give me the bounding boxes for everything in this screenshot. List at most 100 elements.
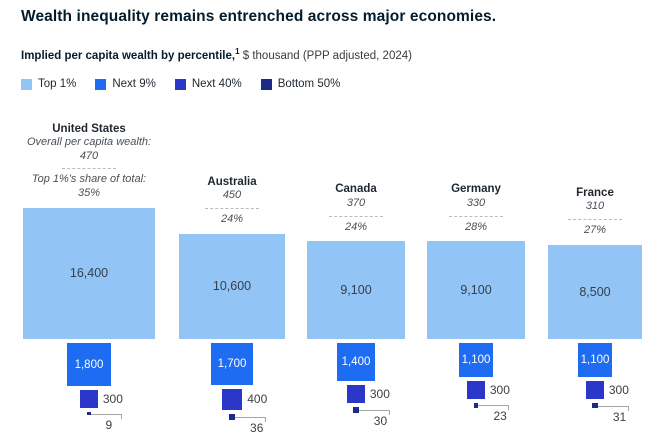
next40-row: 300 [411, 381, 541, 399]
square-next9-value: 1,400 [341, 356, 371, 369]
country-name: Germany [451, 183, 501, 196]
square-bottom50 [87, 412, 91, 416]
dashed-divider [449, 215, 503, 217]
country-name: United States [52, 122, 126, 135]
dashed-divider [329, 215, 383, 217]
connector-line [235, 416, 267, 422]
square-bottom50 [353, 406, 359, 413]
square-top1-value: 9,100 [340, 283, 372, 298]
square-next40-value: 400 [247, 392, 268, 407]
square-next40 [586, 381, 604, 399]
country-name: Canada [335, 183, 377, 196]
top1-share-label: Top 1%'s share of total: [31, 173, 147, 186]
square-top1: 9,100 [427, 241, 525, 339]
column-lower-united-states: 1,800 300 9 [14, 343, 164, 433]
column-header-france: France 310 27% 8,500 [530, 186, 660, 339]
column-france: France 310 27% 8,500 1,100 300 31 [530, 100, 660, 438]
square-next40-value: 300 [102, 392, 123, 407]
square-top1-value: 16,400 [69, 266, 109, 281]
legend-item-next40: Next 40% [174, 78, 242, 90]
bottom50-row: 30 [291, 406, 421, 431]
square-top1-value: 9,100 [460, 283, 492, 298]
square-top1: 9,100 [307, 241, 405, 339]
square-next9: 1,700 [210, 343, 254, 386]
square-next9-value: 1,800 [74, 358, 104, 371]
legend-swatch-bottom50-icon [260, 78, 272, 90]
dashed-divider [62, 168, 116, 170]
column-lower-canada: 1,400 300 30 [291, 343, 421, 431]
next40-row: 300 [530, 381, 660, 399]
top1-share-value: 27% [583, 223, 607, 236]
legend-item-next9: Next 9% [95, 78, 156, 90]
square-top1: 16,400 [23, 207, 155, 339]
country-name: France [576, 186, 614, 199]
dashed-divider [205, 207, 259, 209]
legend-swatch-next9-icon [95, 78, 107, 90]
column-germany: Germany 330 28% 9,100 1,100 300 23 [411, 100, 541, 438]
connector-line [90, 413, 122, 419]
square-next9: 1,800 [67, 343, 111, 387]
subtitle-bold: Implied per capita wealth by percentile, [21, 49, 236, 62]
square-bottom50-value: 23 [493, 409, 507, 424]
square-next9: 1,100 [459, 343, 493, 377]
square-bottom50 [473, 402, 479, 408]
overall-wealth-value: 310 [585, 200, 605, 213]
square-next40 [347, 385, 365, 403]
legend-label-bottom50: Bottom 50% [277, 78, 341, 90]
bottom50-row: 31 [530, 402, 660, 427]
square-top1: 10,600 [179, 233, 285, 339]
next40-row: 300 [14, 390, 164, 409]
next40-row: 300 [291, 385, 421, 403]
column-united-states: United States Overall per capita wealth:… [14, 100, 164, 438]
square-next40 [221, 389, 243, 410]
country-name: Australia [207, 175, 257, 188]
square-next40-value: 300 [489, 382, 510, 397]
connector-line [358, 409, 390, 415]
column-header-united-states: United States Overall per capita wealth:… [14, 122, 164, 339]
connector-line [597, 405, 629, 411]
top1-share-value: 28% [464, 220, 488, 233]
legend-swatch-top1-icon [21, 78, 32, 90]
square-top1-value: 8,500 [579, 284, 611, 299]
overall-wealth-value: 370 [346, 196, 366, 209]
square-next40 [467, 381, 485, 399]
legend: Top 1% Next 9% Next 40% Bottom 50% [21, 78, 340, 90]
column-lower-france: 1,100 300 31 [530, 343, 660, 426]
square-top1: 8,500 [547, 244, 643, 339]
chart-title: Wealth inequality remains entrenched acr… [21, 8, 497, 25]
square-bottom50-value: 9 [105, 417, 113, 432]
square-bottom50-value: 30 [373, 413, 388, 428]
footnote-marker: 1 [235, 47, 240, 56]
square-next9: 1,100 [578, 343, 612, 377]
square-bottom50-value: 36 [250, 420, 264, 435]
square-bottom50-value: 31 [612, 409, 627, 424]
column-lower-germany: 1,100 300 23 [411, 343, 541, 426]
bottom50-row: 23 [411, 402, 541, 426]
square-next40-value: 300 [608, 382, 629, 397]
overall-wealth-label: Overall per capita wealth: [26, 135, 152, 148]
overall-wealth-value: 470 [79, 149, 99, 162]
column-canada: Canada 370 24% 9,100 1,400 300 30 [291, 100, 421, 438]
top1-share-value: 24% [220, 212, 244, 225]
legend-label-next9: Next 9% [112, 78, 156, 90]
square-next9: 1,400 [336, 343, 376, 382]
column-header-germany: Germany 330 28% 9,100 [411, 182, 541, 339]
bottom50-row: 9 [14, 412, 164, 433]
square-bottom50 [592, 402, 598, 409]
top1-share-value: 24% [344, 220, 368, 233]
square-next9-value: 1,100 [580, 354, 610, 366]
top1-share-value: 35% [77, 187, 101, 200]
overall-wealth-value: 450 [222, 189, 242, 202]
square-next40 [80, 390, 98, 409]
connector-line [478, 405, 510, 411]
legend-label-next40: Next 40% [191, 78, 242, 90]
square-next40-value: 300 [369, 387, 390, 402]
legend-item-bottom50: Bottom 50% [260, 78, 341, 90]
subtitle-rest: $ thousand (PPP adjusted, 2024) [239, 49, 412, 62]
column-lower-australia: 1,700 400 36 [167, 343, 297, 438]
legend-swatch-next40-icon [174, 78, 186, 90]
column-header-australia: Australia 450 24% 10,600 [167, 175, 297, 339]
legend-label-top1: Top 1% [38, 78, 77, 90]
